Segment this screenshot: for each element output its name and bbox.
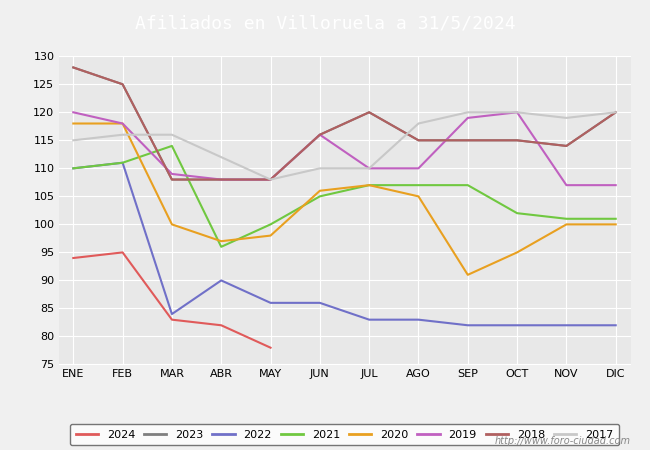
Legend: 2024, 2023, 2022, 2021, 2020, 2019, 2018, 2017: 2024, 2023, 2022, 2021, 2020, 2019, 2018… xyxy=(70,424,619,445)
Text: Afiliados en Villoruela a 31/5/2024: Afiliados en Villoruela a 31/5/2024 xyxy=(135,14,515,33)
Text: http://www.foro-ciudad.com: http://www.foro-ciudad.com xyxy=(495,436,630,446)
